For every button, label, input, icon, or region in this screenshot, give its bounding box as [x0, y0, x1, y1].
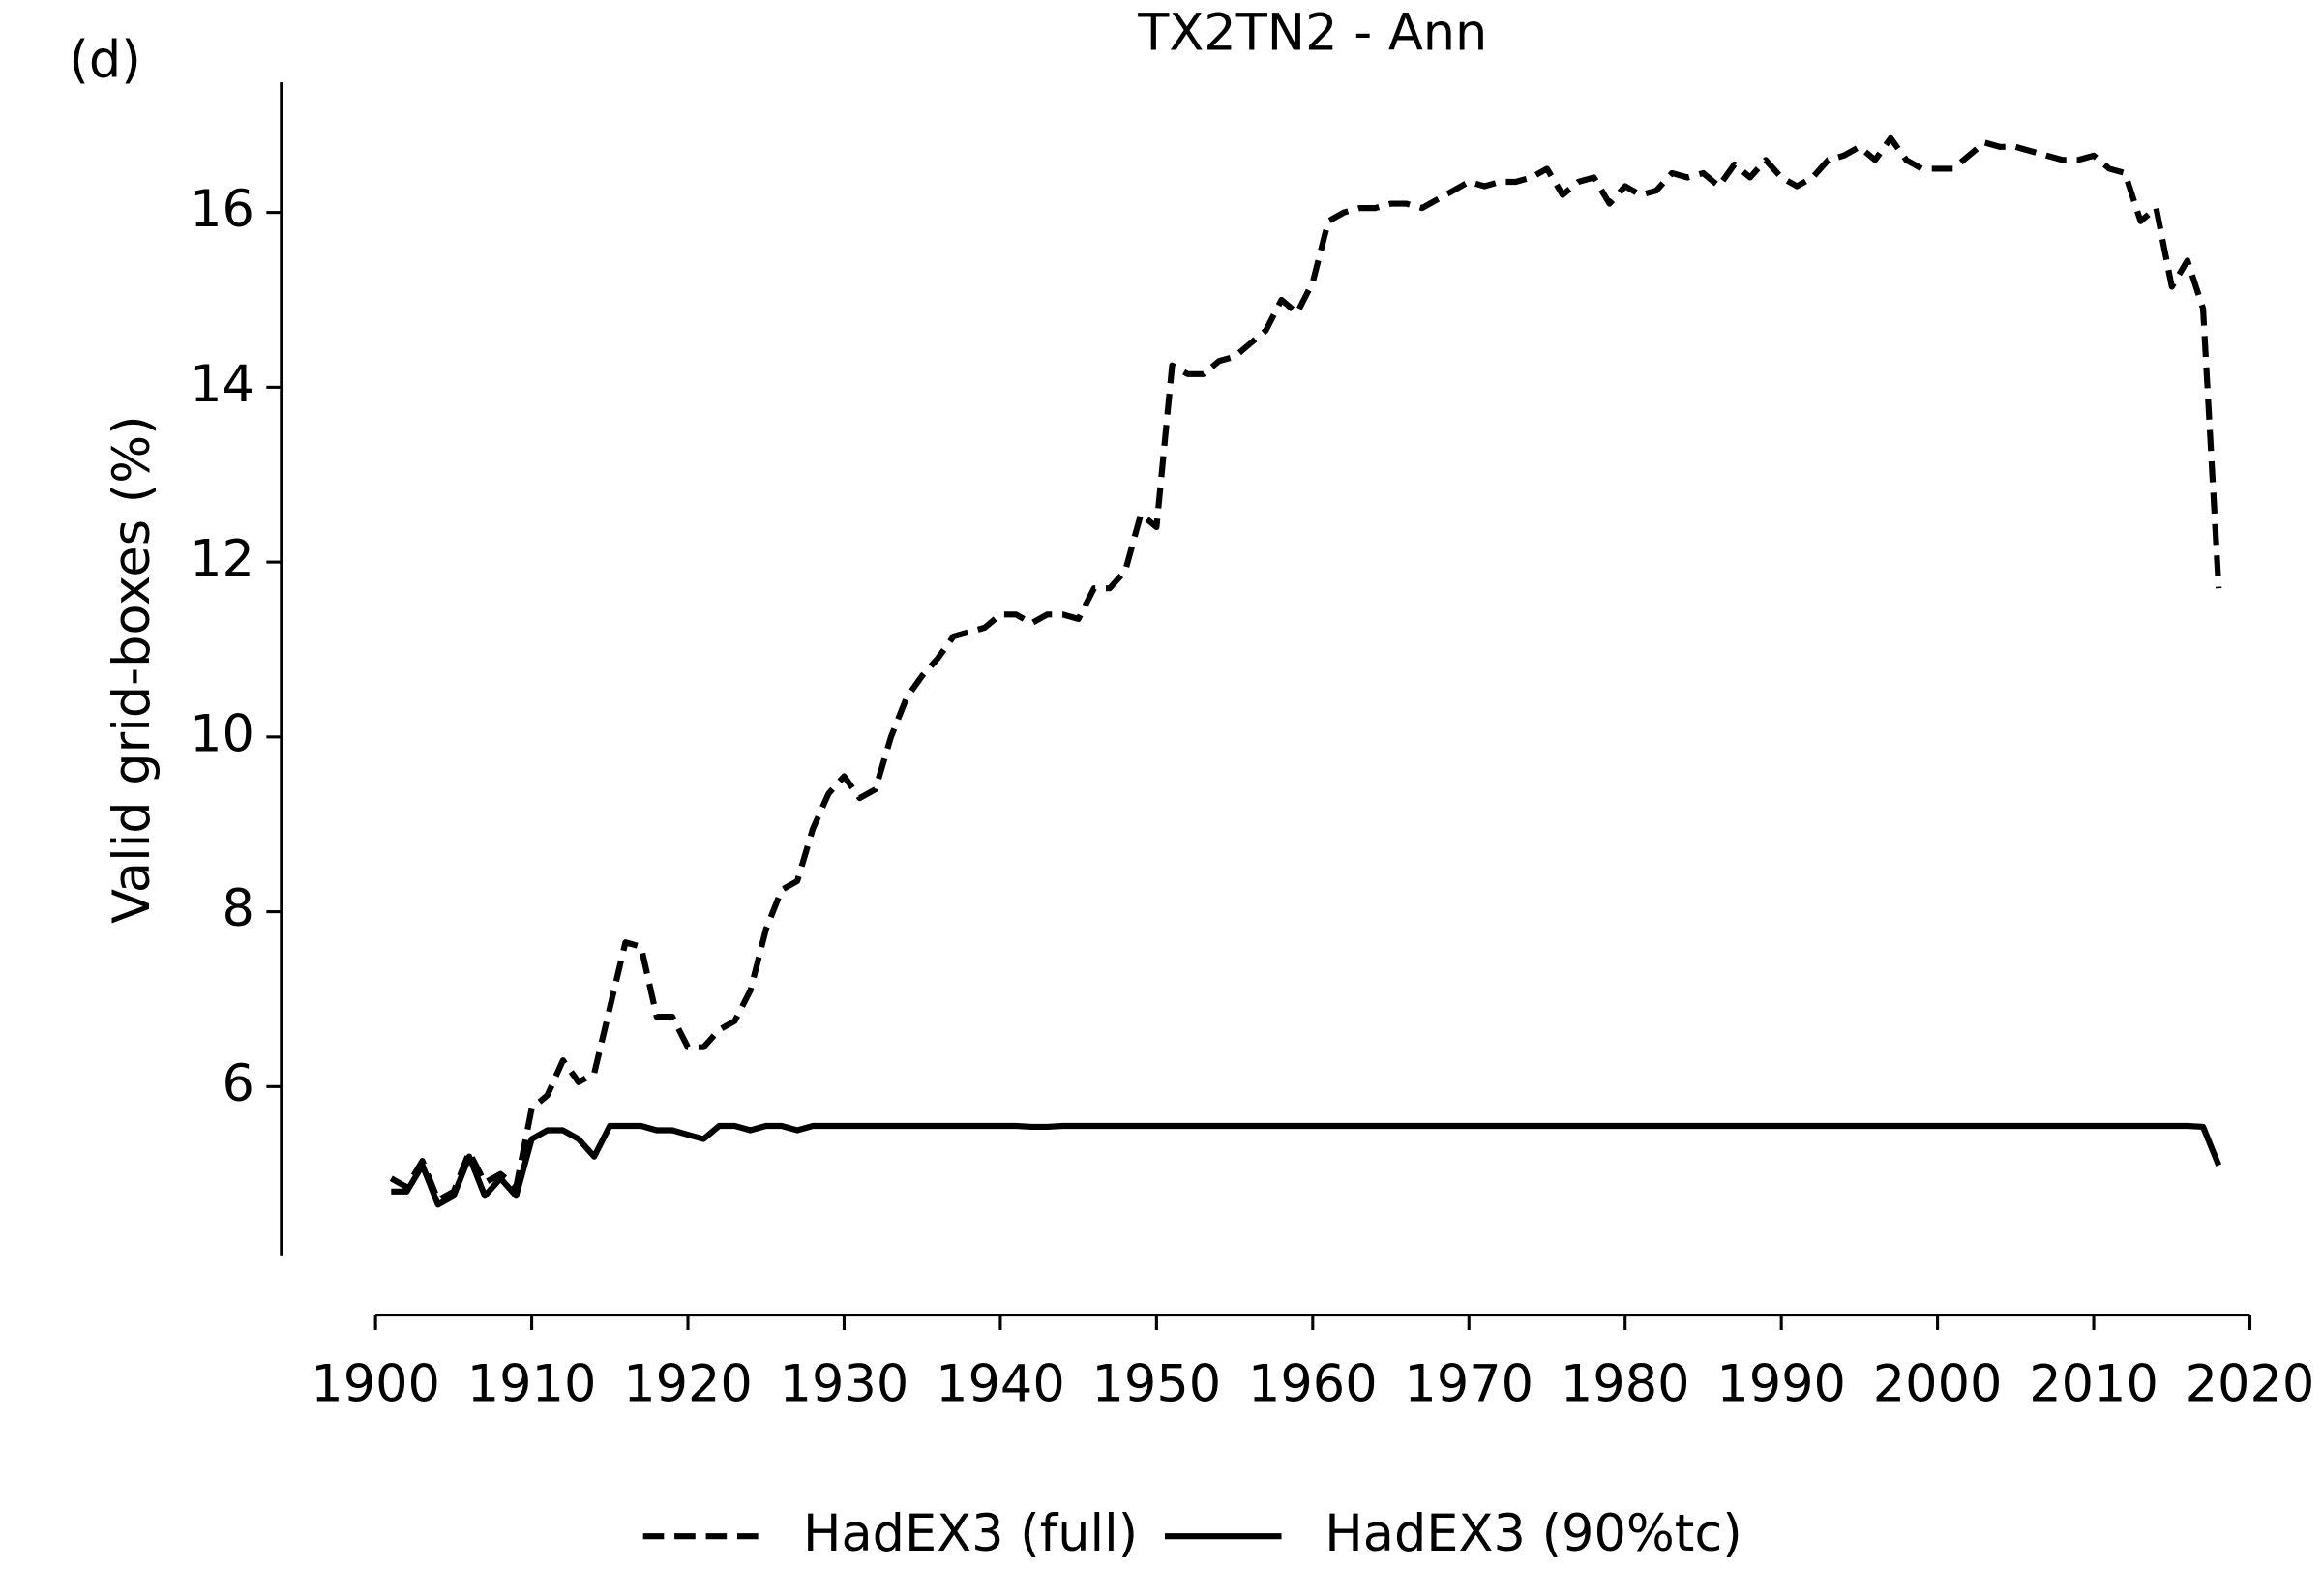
x-tick-label: 1960 [1248, 1354, 1378, 1413]
y-tick-label: 10 [190, 704, 254, 763]
x-tick-label: 1930 [780, 1354, 909, 1413]
x-tick-label: 2020 [2186, 1354, 2315, 1413]
y-tick-label: 12 [190, 530, 254, 589]
y-tick-label: 14 [190, 355, 254, 414]
x-tick-label: 1900 [311, 1354, 440, 1413]
panel-label: (d) [69, 31, 140, 90]
chart-title: TX2TN2 - Ann [1137, 4, 1487, 63]
x-tick-label: 1950 [1092, 1354, 1222, 1413]
x-tick-label: 1990 [1716, 1354, 1846, 1413]
legend-label: HadEX3 (90%tc) [1325, 1504, 1742, 1563]
y-axis-label: Valid grid-boxes (%) [103, 415, 162, 924]
x-tick-label: 1910 [467, 1354, 597, 1413]
y-tick-label: 8 [223, 879, 254, 938]
x-tick-label: 1980 [1561, 1354, 1690, 1413]
x-tick-label: 1970 [1404, 1354, 1533, 1413]
x-tick-label: 1920 [623, 1354, 753, 1413]
data-line [391, 1122, 2222, 1208]
y-tick-label: 16 [190, 180, 254, 239]
y-tick-label: 6 [223, 1054, 254, 1113]
data-line [389, 134, 2222, 1203]
x-tick-label: 2010 [2029, 1354, 2158, 1413]
x-tick-label: 2000 [1873, 1354, 2003, 1413]
legend-label: HadEX3 (full) [803, 1504, 1138, 1563]
x-tick-label: 1940 [936, 1354, 1065, 1413]
